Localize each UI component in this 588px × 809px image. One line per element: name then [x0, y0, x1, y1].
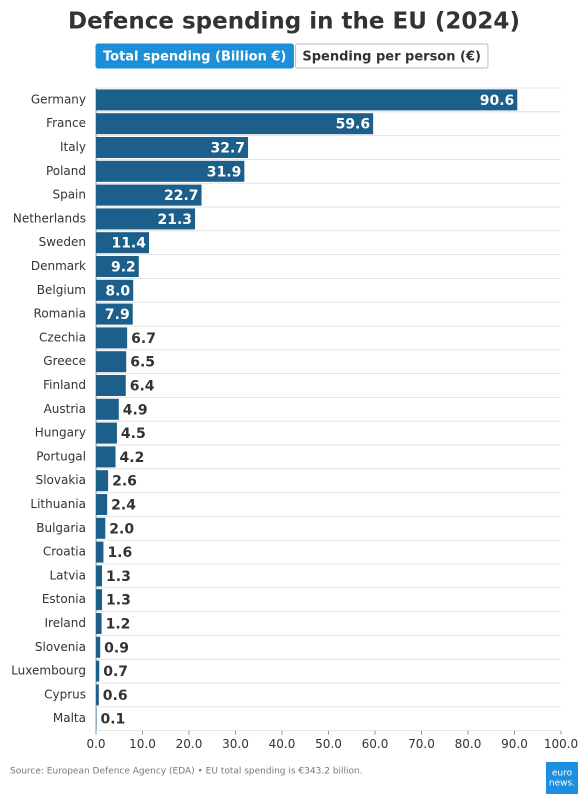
bar — [96, 684, 99, 705]
bar — [96, 494, 107, 515]
value-label: 90.6 — [480, 93, 515, 109]
value-label: 4.5 — [121, 426, 146, 442]
value-label: 2.6 — [112, 474, 137, 490]
value-label: 6.4 — [130, 379, 155, 395]
value-label: 59.6 — [336, 117, 371, 133]
value-label: 6.7 — [131, 331, 156, 347]
tab-bar: Total spending (Billion €) Spending per p… — [96, 44, 488, 68]
value-label: 1.3 — [106, 593, 131, 609]
bar — [96, 637, 100, 658]
value-label: 11.4 — [111, 236, 146, 252]
y-tick-label: Portugal — [36, 449, 86, 463]
value-label: 1.6 — [107, 545, 132, 561]
bar — [96, 113, 373, 134]
y-tick-label: Lithuania — [30, 497, 86, 511]
y-tick-label: Germany — [31, 92, 86, 106]
x-tick-label: 20.0 — [176, 737, 203, 751]
y-tick-label: Belgium — [37, 283, 86, 297]
bar — [96, 661, 99, 682]
value-label: 0.1 — [100, 712, 125, 728]
y-tick-label: Romania — [34, 307, 86, 321]
y-tick-label: Poland — [46, 164, 86, 178]
bar — [96, 423, 117, 444]
value-label: 8.0 — [105, 283, 130, 299]
x-tick-label: 10.0 — [129, 737, 156, 751]
chart-title: Defence spending in the EU (2024) — [68, 9, 520, 35]
value-label: 7.9 — [105, 307, 130, 323]
y-tick-label: France — [46, 116, 86, 130]
logo-text: euro — [552, 769, 573, 779]
y-tick-label: Ireland — [44, 616, 86, 630]
x-tick-label: 90.0 — [501, 737, 528, 751]
value-label: 32.7 — [211, 141, 246, 157]
value-label: 2.4 — [111, 498, 136, 514]
x-tick-label: 70.0 — [408, 737, 435, 751]
value-label: 2.0 — [109, 521, 134, 537]
value-label: 4.2 — [120, 450, 145, 466]
bar — [96, 375, 126, 396]
value-label: 1.3 — [106, 569, 131, 585]
bar — [96, 565, 102, 586]
y-tick-label: Netherlands — [13, 211, 86, 225]
tab[interactable]: Total spending (Billion €) — [96, 44, 293, 68]
bar — [96, 446, 116, 467]
x-tick-label: 80.0 — [455, 737, 482, 751]
bar — [96, 542, 103, 563]
y-tick-label: Cyprus — [44, 687, 86, 701]
tab[interactable]: Spending per person (€) — [295, 44, 488, 68]
value-label: 22.7 — [164, 188, 199, 204]
bar — [96, 518, 105, 539]
value-label: 0.9 — [104, 640, 129, 656]
value-label: 31.9 — [207, 164, 242, 180]
y-tick-label: Hungary — [35, 426, 86, 440]
y-tick-label: Spain — [52, 188, 86, 202]
bar — [96, 399, 119, 420]
y-tick-label: Estonia — [42, 592, 86, 606]
y-tick-label: Croatia — [43, 545, 86, 559]
value-label: 6.5 — [130, 355, 155, 371]
bar — [96, 589, 102, 610]
x-tick-label: 0.0 — [86, 737, 105, 751]
y-tick-label: Slovakia — [36, 473, 86, 487]
bar — [96, 470, 108, 491]
y-tick-label: Finland — [43, 378, 86, 392]
y-tick-label: Luxembourg — [11, 664, 86, 678]
logo-text: news. — [549, 779, 575, 789]
x-tick-label: 40.0 — [269, 737, 296, 751]
y-tick-label: Austria — [44, 402, 86, 416]
y-tick-label: Sweden — [39, 235, 86, 249]
y-tick-label: Latvia — [49, 568, 86, 582]
bar — [96, 327, 127, 348]
bar — [96, 613, 102, 634]
x-tick-label: 30.0 — [222, 737, 249, 751]
tab-label: Spending per person (€) — [302, 50, 481, 65]
x-tick-label: 50.0 — [315, 737, 342, 751]
source: Source: European Defence Agency (EDA) • … — [10, 767, 363, 777]
value-label: 21.3 — [157, 212, 192, 228]
y-tick-label: Denmark — [31, 259, 86, 273]
value-label: 0.7 — [103, 664, 128, 680]
tab-label: Total spending (Billion €) — [103, 50, 286, 65]
y-tick-label: Czechia — [39, 330, 86, 344]
y-tick-label: Malta — [53, 711, 86, 725]
x-tick-label: 100.0 — [544, 737, 578, 751]
value-label: 4.9 — [123, 402, 148, 418]
bar — [96, 351, 126, 372]
y-tick-label: Greece — [43, 354, 86, 368]
x-tick-label: 60.0 — [362, 737, 389, 751]
bar — [96, 89, 517, 110]
value-label: 0.6 — [103, 688, 128, 704]
value-label: 9.2 — [111, 260, 136, 276]
value-label: 1.2 — [106, 617, 131, 633]
y-tick-label: Slovenia — [35, 640, 86, 654]
y-tick-label: Bulgaria — [36, 521, 86, 535]
y-tick-label: Italy — [60, 140, 86, 154]
